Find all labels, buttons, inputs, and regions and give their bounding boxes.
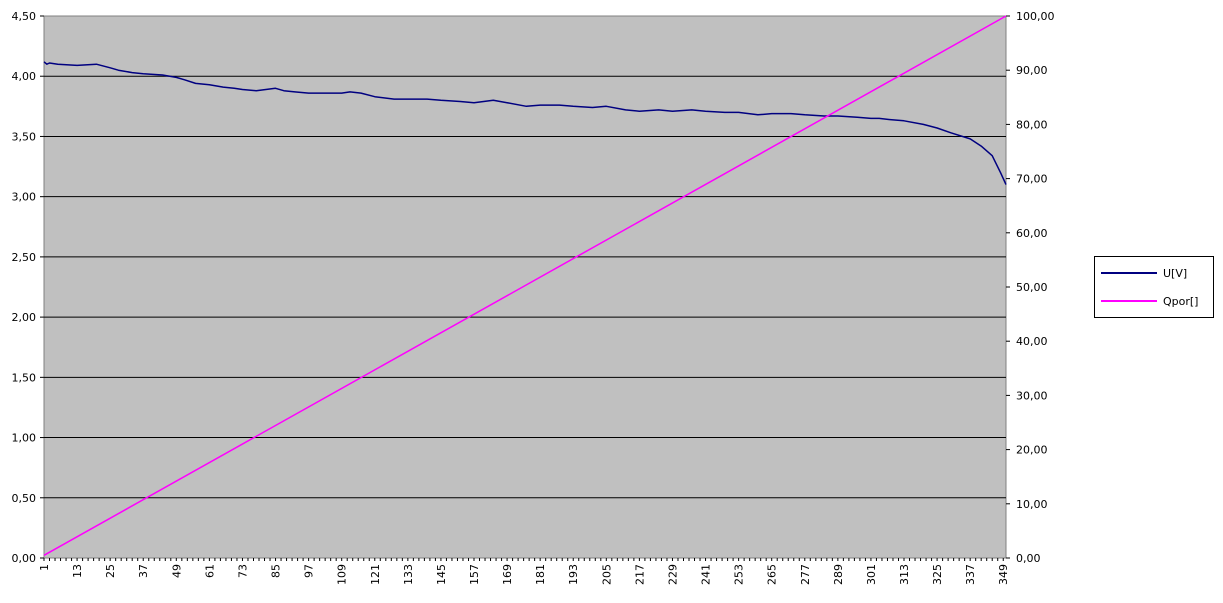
x-tick-label: 301 <box>865 564 878 585</box>
y-axis-right: 0,00 10,00 20,00 30,00 40,00 50,00 60,00 70,00 8… <box>1006 10 1055 565</box>
x-tick-label: 37 <box>137 564 150 578</box>
y-tick-label: 2,50 <box>12 251 37 264</box>
x-tick-label: 289 <box>832 564 845 585</box>
x-tick-label: 61 <box>203 564 216 578</box>
x-tick-label: 181 <box>534 564 547 585</box>
x-tick-label: 253 <box>733 564 746 585</box>
y2-tick-label: 80,00 <box>1016 118 1048 131</box>
x-tick-label: 49 <box>170 564 183 578</box>
x-tick-label: 241 <box>700 564 713 585</box>
x-tick-label: 145 <box>435 564 448 585</box>
x-tick-label: 121 <box>369 564 382 585</box>
grid-lines <box>44 75 1006 499</box>
y-tick-label: 3,00 <box>12 191 37 204</box>
legend-label-qpor: Qpor[] <box>1163 294 1199 308</box>
y-tick-label: 3,50 <box>12 130 37 143</box>
y2-tick-label: 60,00 <box>1016 227 1048 240</box>
y2-tick-label: 90,00 <box>1016 64 1048 77</box>
series-line-qpor <box>43 15 1007 556</box>
series-group <box>43 15 1007 556</box>
legend-item-qpor: Qpor[] <box>1101 294 1198 308</box>
y-tick-label: 0,50 <box>12 492 37 505</box>
y2-tick-label: 10,00 <box>1016 498 1048 511</box>
series-line-u <box>43 61 1007 185</box>
y-tick-label: 4,50 <box>12 10 37 23</box>
legend-item-u: U[V] <box>1101 266 1187 280</box>
x-tick-label: 277 <box>799 564 812 585</box>
x-tick-label: 229 <box>666 564 679 585</box>
legend: U[V] Qpor[] <box>1094 256 1214 318</box>
y-axis-left: 0,00 0,50 1,00 1,50 2,00 2,50 3,00 3,50 4,00 4,50 <box>12 10 44 565</box>
x-tick-label: 97 <box>303 564 316 578</box>
x-tick-label: 133 <box>402 564 415 585</box>
y-tick-label: 1,50 <box>12 371 37 384</box>
x-tick-label: 157 <box>468 564 481 585</box>
x-tick-label: 169 <box>501 564 514 585</box>
x-tick-label: 325 <box>931 564 944 585</box>
y-tick-label: 0,00 <box>12 552 37 565</box>
x-tick-label: 25 <box>104 564 117 578</box>
y2-tick-label: 70,00 <box>1016 173 1048 186</box>
x-tick-label: 13 <box>71 564 84 578</box>
y-tick-label: 2,00 <box>12 311 37 324</box>
x-tick-label: 313 <box>898 564 911 585</box>
x-tick-label: 85 <box>270 564 283 578</box>
x-tick-label: 193 <box>567 564 580 585</box>
x-tick-label: 205 <box>600 564 613 585</box>
legend-swatch-u <box>1101 272 1157 274</box>
y2-tick-label: 20,00 <box>1016 444 1048 457</box>
legend-label-u: U[V] <box>1163 266 1188 280</box>
y2-tick-label: 0,00 <box>1016 552 1041 565</box>
y2-tick-label: 30,00 <box>1016 389 1048 402</box>
y-tick-label: 1,00 <box>12 432 37 445</box>
x-tick-label: 337 <box>964 564 977 585</box>
x-tick-label: 217 <box>633 564 646 585</box>
legend-swatch-qpor <box>1101 300 1157 302</box>
y2-tick-label: 40,00 <box>1016 335 1048 348</box>
x-tick-label: 1 <box>38 564 51 571</box>
x-tick-label: 349 <box>997 564 1010 585</box>
y-tick-label: 4,00 <box>12 70 37 83</box>
x-tick-label: 73 <box>236 564 249 578</box>
y2-tick-label: 50,00 <box>1016 281 1048 294</box>
x-axis: 1 13 25 37 49 61 73 85 97 109 121 133 145 157 169 181 19… <box>38 558 1010 585</box>
x-tick-label: 109 <box>336 564 349 585</box>
y2-tick-label: 100,00 <box>1016 10 1055 23</box>
x-tick-label: 265 <box>766 564 779 585</box>
